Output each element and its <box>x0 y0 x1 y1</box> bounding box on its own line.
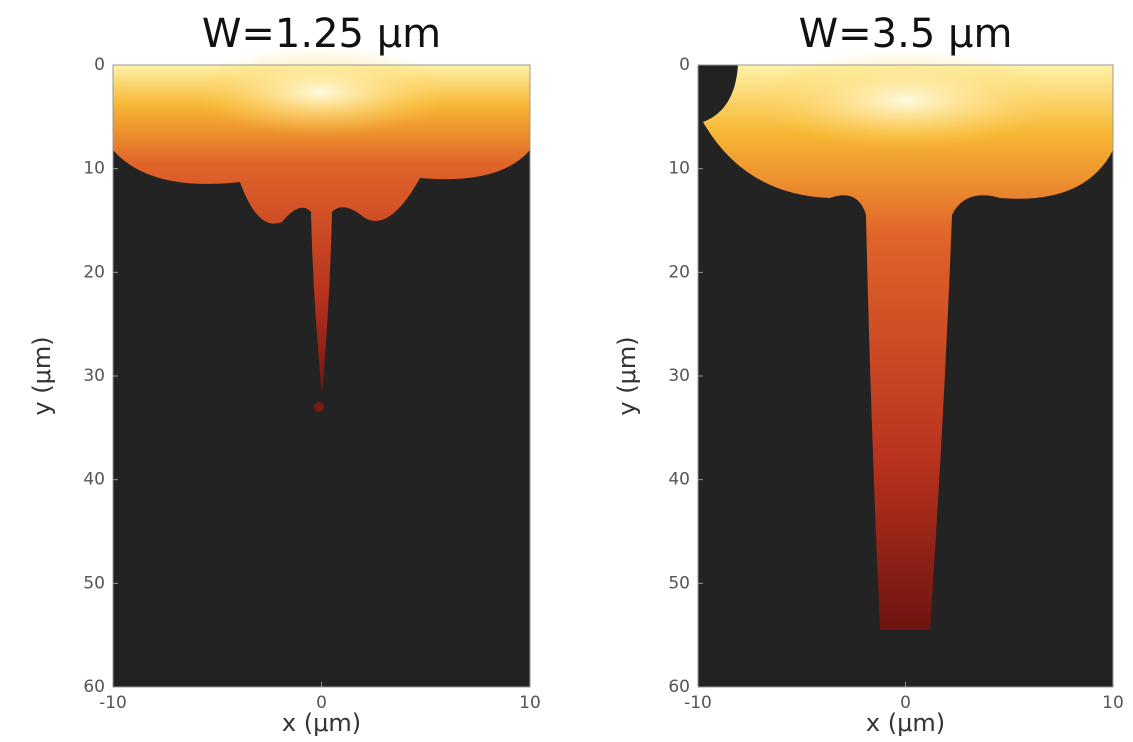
chart-title: W=3.5 μm <box>799 11 1013 57</box>
x-tick-label: 0 <box>900 693 911 713</box>
y-tick-label: 30 <box>83 366 105 386</box>
y-tick-label: 40 <box>83 470 105 490</box>
heat-core <box>756 50 1056 150</box>
x-axis-label: x (μm) <box>866 709 945 737</box>
heat-plume <box>113 65 530 395</box>
x-tick-label: -10 <box>684 693 712 713</box>
y-axis-label: y (μm) <box>28 336 56 415</box>
x-tick-label: 0 <box>316 693 327 713</box>
y-tick-label: 60 <box>668 677 690 697</box>
x-tick-label: 10 <box>1102 693 1124 713</box>
y-tick-label: 60 <box>83 677 105 697</box>
y-tick-label: 0 <box>679 55 690 75</box>
x-axis-label: x (μm) <box>282 709 361 737</box>
y-tick-label: 10 <box>83 159 105 179</box>
y-tick-label: 20 <box>668 262 690 282</box>
y-tick-label: 40 <box>668 470 690 490</box>
x-tick-label: 10 <box>519 693 541 713</box>
y-tick-label: 30 <box>668 366 690 386</box>
heat-plume <box>703 65 1113 630</box>
chart-title: W=1.25 μm <box>202 11 441 57</box>
y-tick-label: 0 <box>94 55 105 75</box>
x-tick-label: -10 <box>99 693 127 713</box>
panel-2-image <box>698 50 1113 687</box>
y-tick-label: 10 <box>668 159 690 179</box>
heat-spot <box>314 402 324 412</box>
y-tick-label: 50 <box>668 573 690 593</box>
y-axis-label: y (μm) <box>613 336 641 415</box>
y-tick-label: 20 <box>83 262 105 282</box>
panel-1-image <box>113 47 530 687</box>
heat-core <box>191 47 451 137</box>
y-tick-label: 50 <box>83 573 105 593</box>
